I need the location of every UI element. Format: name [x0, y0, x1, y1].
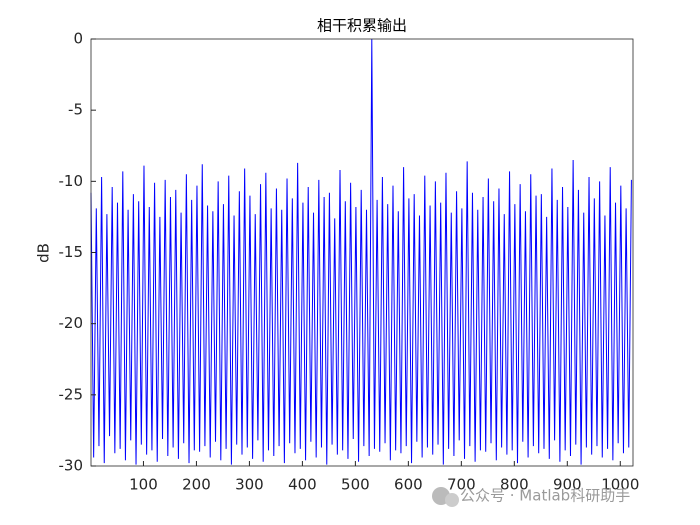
- chart-title: 相干积累输出: [317, 17, 407, 35]
- x-tick-label: 1000: [601, 476, 639, 494]
- watermark-icon: [432, 487, 459, 507]
- watermark: 公众号 · Matlab科研助手: [460, 487, 630, 505]
- x-tick-label: 900: [553, 476, 582, 494]
- x-tick-label: 400: [288, 476, 317, 494]
- x-tick-label: 500: [341, 476, 370, 494]
- y-tick-label: -20: [59, 314, 84, 332]
- signal-line: [90, 38, 632, 465]
- y-tick-label: -10: [59, 172, 84, 190]
- y-tick-label: -25: [59, 385, 84, 403]
- y-tick-label: -15: [59, 243, 84, 261]
- x-tick-label: 300: [235, 476, 264, 494]
- x-tick-label: 200: [182, 476, 211, 494]
- y-tick-label: 0: [73, 30, 83, 48]
- x-tick-label: 600: [394, 476, 423, 494]
- y-axis-label: dB: [35, 243, 53, 263]
- x-tick-label: 100: [129, 476, 158, 494]
- x-tick-label: 800: [500, 476, 529, 494]
- y-tick-label: -30: [59, 457, 84, 475]
- x-tick-label: 700: [447, 476, 476, 494]
- y-tick-label: -5: [68, 101, 83, 119]
